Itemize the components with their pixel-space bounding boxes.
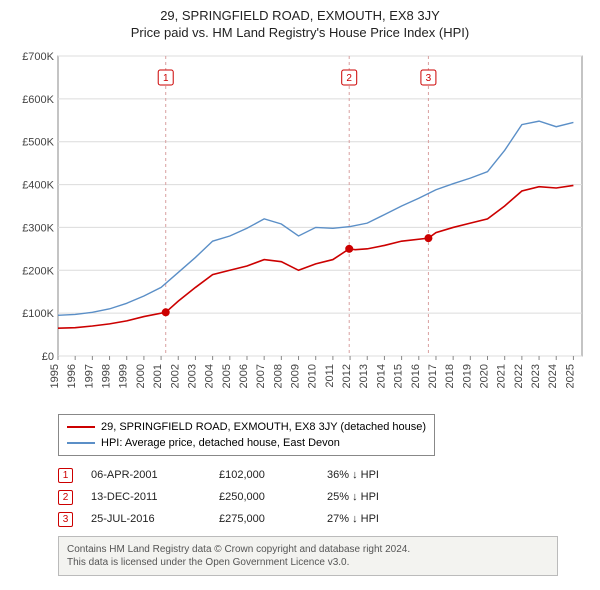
svg-text:2009: 2009	[290, 364, 302, 388]
svg-text:1: 1	[163, 73, 169, 84]
svg-text:2001: 2001	[152, 364, 164, 388]
svg-text:2013: 2013	[358, 364, 370, 388]
sale-marker-1: 1	[58, 468, 73, 483]
svg-text:2007: 2007	[255, 364, 267, 388]
svg-text:2022: 2022	[513, 364, 525, 388]
chart-svg: £0 £100K £200K £300K £400K £500K £600K £700K 199…	[10, 48, 590, 408]
sales-table: 1 06-APR-2001 £102,000 36% ↓ HPI 2 13-DE…	[58, 464, 590, 530]
svg-text:2014: 2014	[375, 364, 387, 388]
svg-text:£300K: £300K	[22, 222, 54, 234]
svg-text:£600K: £600K	[22, 94, 54, 106]
svg-text:2000: 2000	[135, 364, 147, 388]
svg-text:2011: 2011	[324, 364, 336, 388]
legend-row-hpi: HPI: Average price, detached house, East…	[67, 435, 426, 451]
svg-text:2002: 2002	[169, 364, 181, 388]
sale-price: £250,000	[219, 491, 309, 503]
sales-row: 3 25-JUL-2016 £275,000 27% ↓ HPI	[58, 508, 590, 530]
legend-row-property: 29, SPRINGFIELD ROAD, EXMOUTH, EX8 3JY (…	[67, 419, 426, 435]
svg-text:2010: 2010	[307, 364, 319, 388]
svg-text:£200K: £200K	[22, 265, 54, 277]
legend-swatch-hpi	[67, 442, 95, 444]
sale-price: £102,000	[219, 469, 309, 481]
svg-text:2004: 2004	[204, 364, 216, 388]
svg-text:2018: 2018	[444, 364, 456, 388]
sale-diff: 25% ↓ HPI	[327, 491, 437, 503]
svg-text:2015: 2015	[393, 364, 405, 388]
sale-marker-3: 3	[58, 512, 73, 527]
legend-swatch-property	[67, 426, 95, 428]
svg-text:£0: £0	[42, 351, 54, 363]
svg-text:1997: 1997	[83, 364, 95, 388]
legend-label-property: 29, SPRINGFIELD ROAD, EXMOUTH, EX8 3JY (…	[101, 421, 426, 433]
footer-line1: Contains HM Land Registry data © Crown c…	[67, 543, 549, 556]
sale-diff: 27% ↓ HPI	[327, 513, 437, 525]
svg-text:2020: 2020	[479, 364, 491, 388]
legend-label-hpi: HPI: Average price, detached house, East…	[101, 437, 340, 449]
svg-text:1996: 1996	[66, 364, 78, 388]
svg-text:2025: 2025	[564, 364, 576, 388]
attribution-footer: Contains HM Land Registry data © Crown c…	[58, 536, 558, 576]
sale-date: 13-DEC-2011	[91, 491, 201, 503]
footer-line2: This data is licensed under the Open Gov…	[67, 556, 549, 569]
sale-date: 25-JUL-2016	[91, 513, 201, 525]
svg-text:2021: 2021	[496, 364, 508, 388]
price-chart: £0 £100K £200K £300K £400K £500K £600K £700K 199…	[10, 48, 590, 408]
svg-text:2012: 2012	[341, 364, 353, 388]
svg-text:2024: 2024	[547, 364, 559, 388]
sales-row: 1 06-APR-2001 £102,000 36% ↓ HPI	[58, 464, 590, 486]
sales-row: 2 13-DEC-2011 £250,000 25% ↓ HPI	[58, 486, 590, 508]
legend: 29, SPRINGFIELD ROAD, EXMOUTH, EX8 3JY (…	[58, 414, 435, 456]
page-subtitle: Price paid vs. HM Land Registry's House …	[10, 25, 590, 40]
svg-text:£500K: £500K	[22, 137, 54, 149]
sale-diff: 36% ↓ HPI	[327, 469, 437, 481]
svg-text:3: 3	[426, 73, 432, 84]
svg-text:1995: 1995	[49, 364, 61, 388]
svg-text:1998: 1998	[101, 364, 113, 388]
sale-price: £275,000	[219, 513, 309, 525]
svg-text:£400K: £400K	[22, 180, 54, 192]
svg-text:2003: 2003	[186, 364, 198, 388]
svg-text:2017: 2017	[427, 364, 439, 388]
svg-text:2008: 2008	[272, 364, 284, 388]
svg-text:2005: 2005	[221, 364, 233, 388]
svg-text:£100K: £100K	[22, 308, 54, 320]
svg-text:1999: 1999	[118, 364, 130, 388]
svg-text:£700K: £700K	[22, 51, 54, 63]
sale-date: 06-APR-2001	[91, 469, 201, 481]
svg-text:2019: 2019	[461, 364, 473, 388]
title-block: 29, SPRINGFIELD ROAD, EXMOUTH, EX8 3JY P…	[10, 8, 590, 40]
svg-text:2023: 2023	[530, 364, 542, 388]
svg-text:2006: 2006	[238, 364, 250, 388]
svg-text:2016: 2016	[410, 364, 422, 388]
sale-marker-2: 2	[58, 490, 73, 505]
page-title: 29, SPRINGFIELD ROAD, EXMOUTH, EX8 3JY	[10, 8, 590, 23]
page-root: 29, SPRINGFIELD ROAD, EXMOUTH, EX8 3JY P…	[0, 0, 600, 584]
svg-text:2: 2	[346, 73, 352, 84]
